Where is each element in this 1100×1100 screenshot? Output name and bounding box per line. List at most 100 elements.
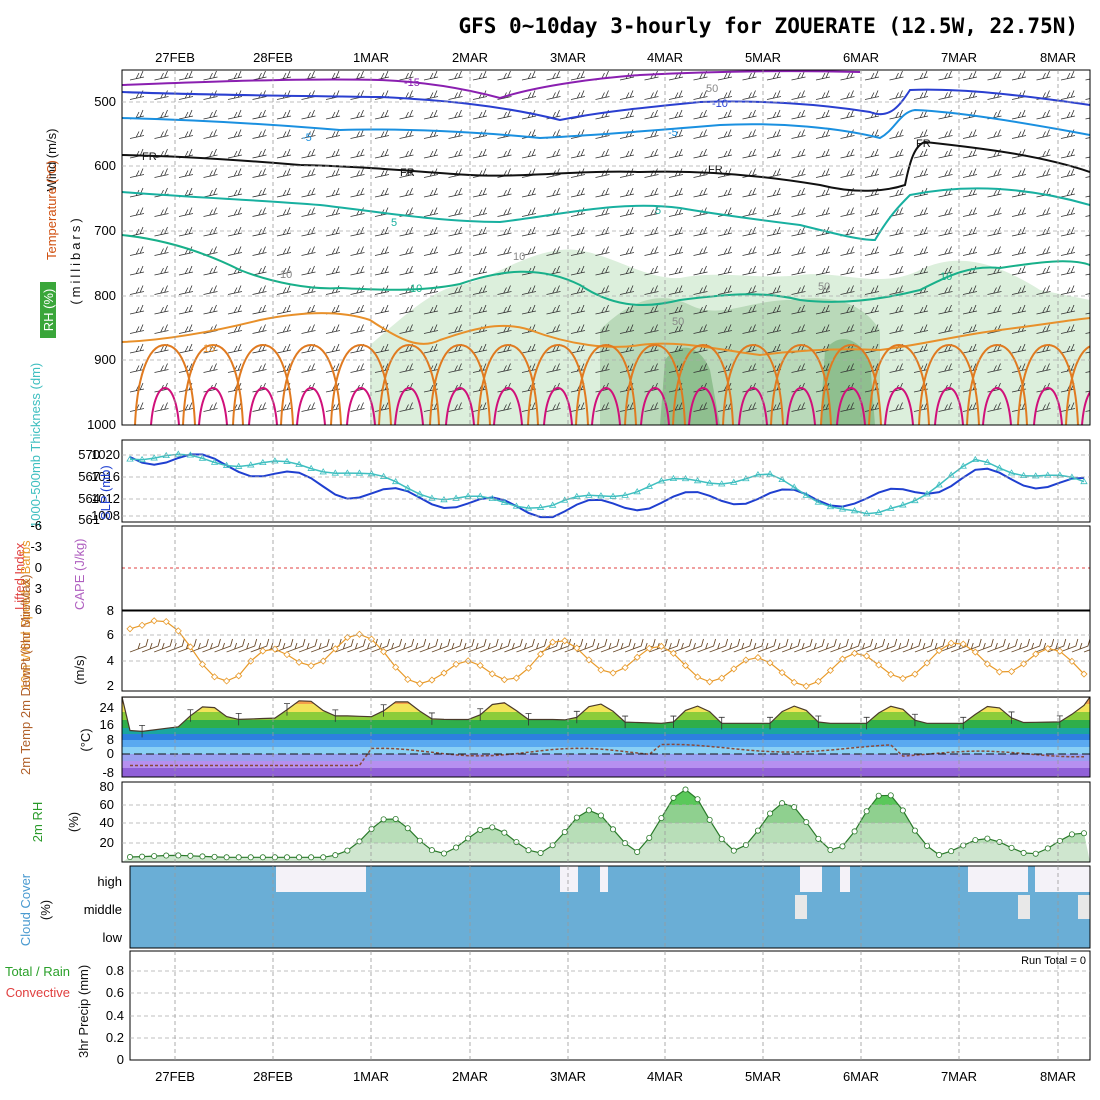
upper-wind-barb — [619, 129, 635, 139]
wind10m-barb — [637, 638, 656, 653]
precip-ylabel: 3hr Precip (mm) — [76, 965, 91, 1058]
upper-wind-barb — [987, 148, 1002, 159]
rh2m-marker — [199, 853, 206, 860]
thickness-marker — [995, 464, 1004, 471]
wind10m-marker — [935, 647, 943, 655]
upper-wind-barb — [472, 148, 488, 159]
tick-label: 1020 — [91, 447, 120, 462]
upper-wind-barb — [938, 168, 953, 178]
upper-wind-barb — [497, 226, 512, 237]
cloud-unit: (%) — [38, 900, 53, 920]
upper-wind-barb — [497, 304, 512, 315]
date-label: 3MAR — [550, 50, 586, 65]
upper-wind-barb — [791, 187, 806, 198]
thickness-marker — [971, 455, 980, 463]
tick-label: 900 — [94, 352, 116, 367]
upper-wind-barb — [227, 246, 243, 256]
wind10m-markers — [126, 617, 1088, 690]
date-gridlines — [174, 70, 1059, 1060]
upper-wind-barb — [693, 129, 708, 139]
temp-loop-orange — [1065, 345, 1090, 425]
thickness-marker — [911, 496, 919, 504]
upper-wind-barb — [521, 304, 537, 315]
upper-wind-barb — [497, 246, 512, 256]
upper-wind-barb — [325, 129, 341, 139]
tick-label: 80 — [100, 779, 114, 794]
upper-wind-barb — [668, 148, 684, 159]
rh2m-markers — [127, 786, 1088, 861]
upper-wind-barb — [864, 402, 880, 412]
upper-wind-barb — [668, 285, 684, 295]
thickness-marker — [573, 492, 581, 499]
upper-wind-barb — [325, 187, 341, 198]
upper-wind-barb — [325, 324, 341, 334]
upper-wind-barb — [472, 70, 488, 81]
upper-wind-barb — [154, 109, 169, 120]
wind10m-barb — [190, 638, 209, 653]
temp-minmax-bar — [428, 712, 435, 725]
wind10m-barb — [721, 638, 741, 653]
upper-wind-barb — [203, 129, 218, 139]
wind10m-marker — [863, 652, 871, 660]
thickness-marker — [331, 469, 339, 476]
rh2m-marker — [779, 800, 786, 807]
rh2m-marker — [839, 843, 846, 850]
upper-wind-barb — [276, 285, 292, 295]
date-labels-top: 27FEB 28FEB 1MAR 2MAR 3MAR 4MAR 5MAR 6MAR 7MAR 8M… — [155, 50, 1076, 65]
wind10m-barb — [298, 638, 318, 653]
upper-wind-barb — [129, 246, 145, 256]
thickness-marker — [476, 492, 484, 499]
upper-wind-barb — [987, 70, 1002, 81]
wind10m-barb — [878, 638, 898, 653]
wind10m-barb — [178, 638, 197, 653]
tick-label: 16 — [100, 717, 114, 732]
rh2m-marker — [332, 852, 339, 859]
temp-minmax-bar — [573, 710, 580, 724]
upper-wind-barb — [717, 90, 733, 100]
rh2m-marker — [549, 842, 556, 849]
temp-loop-orange — [134, 343, 196, 425]
upper-wind-barb — [325, 90, 341, 100]
thickness-marker — [222, 461, 231, 468]
wind10m-marker — [500, 676, 508, 684]
rh2m-marker — [537, 849, 544, 856]
wind10m-barb — [528, 638, 547, 653]
upper-wind-barb — [644, 187, 659, 198]
upper-wind-barb — [766, 148, 782, 159]
upper-wind-barb — [742, 109, 757, 120]
tick-label: 700 — [94, 223, 116, 238]
wind10m-barb — [866, 638, 886, 653]
upper-wind-barb — [889, 246, 904, 256]
wind10m-barb — [1059, 638, 1079, 653]
thickness-marker — [512, 502, 521, 509]
rh2m-ticks: 80 60 40 20 — [100, 779, 114, 850]
wind10m-marker — [210, 673, 219, 681]
upper-wind-barb — [644, 148, 659, 159]
upper-wind-barb — [252, 187, 267, 198]
wind10m-barb — [274, 638, 294, 653]
temp2m-series — [122, 697, 1090, 733]
cloud-level-middle: middle — [84, 902, 122, 917]
label-fr-4: FR — [916, 138, 931, 150]
upper-wind-barb — [350, 109, 365, 120]
upper-wind-barb — [252, 402, 267, 412]
upper-wind-barb — [889, 304, 904, 315]
wind10m-marker — [440, 669, 448, 677]
cloud-clear-gap — [276, 866, 366, 892]
upper-wind-barb — [227, 285, 243, 295]
wind10m-barb — [963, 638, 982, 653]
temp-minmax-bar — [380, 704, 387, 717]
upper-wind-barb — [154, 90, 169, 100]
thickness-marker — [718, 480, 726, 487]
thickness-marker — [150, 454, 158, 461]
temp-loop-orange — [232, 343, 294, 425]
upper-wind-barb — [913, 168, 929, 178]
upper-wind-barb — [1085, 410, 1090, 412]
upper-wind-barb — [766, 90, 782, 100]
upper-wind-barb — [913, 265, 929, 276]
upper-wind-barb — [742, 226, 757, 237]
upper-wind-barb — [178, 70, 194, 81]
wind10m-marker — [850, 649, 859, 657]
